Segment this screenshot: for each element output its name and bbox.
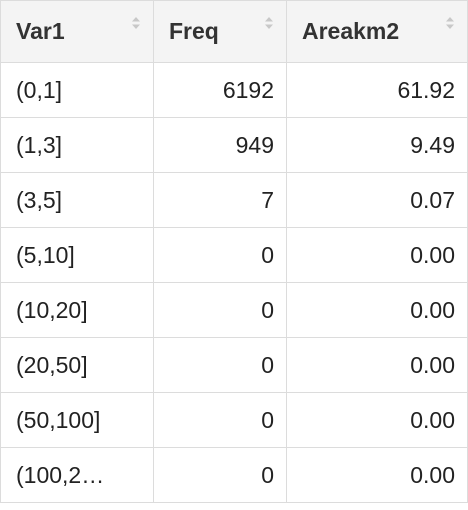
column-header-label: Var1 bbox=[16, 18, 65, 44]
table-row: (1,3] 949 9.49 bbox=[0, 117, 468, 173]
cell-freq: 0 bbox=[153, 227, 287, 283]
cell-areakm2: 0.00 bbox=[286, 282, 468, 338]
cell-areakm2: 0.00 bbox=[286, 337, 468, 393]
column-header-var1[interactable]: Var1 bbox=[0, 0, 154, 63]
table-row: (100,2… 0 0.00 bbox=[0, 447, 468, 503]
table-row: (50,100] 0 0.00 bbox=[0, 392, 468, 448]
table-row: (10,20] 0 0.00 bbox=[0, 282, 468, 338]
cell-areakm2: 0.07 bbox=[286, 172, 468, 228]
cell-freq: 0 bbox=[153, 337, 287, 393]
cell-areakm2: 9.49 bbox=[286, 117, 468, 173]
cell-var1: (10,20] bbox=[0, 282, 154, 338]
column-header-label: Areakm2 bbox=[302, 18, 400, 44]
table-row: (20,50] 0 0.00 bbox=[0, 337, 468, 393]
cell-freq: 0 bbox=[153, 447, 287, 503]
sort-arrows-icon bbox=[132, 17, 140, 29]
cell-var1: (3,5] bbox=[0, 172, 154, 228]
cell-freq: 0 bbox=[153, 282, 287, 338]
cell-var1: (0,1] bbox=[0, 62, 154, 118]
cell-var1: (1,3] bbox=[0, 117, 154, 173]
cell-var1: (100,2… bbox=[0, 447, 154, 503]
cell-areakm2: 0.00 bbox=[286, 392, 468, 448]
table-row: (5,10] 0 0.00 bbox=[0, 227, 468, 283]
column-header-freq[interactable]: Freq bbox=[153, 0, 287, 63]
cell-freq: 949 bbox=[153, 117, 287, 173]
table-row: (0,1] 6192 61.92 bbox=[0, 62, 468, 118]
cell-areakm2: 0.00 bbox=[286, 227, 468, 283]
cell-var1: (50,100] bbox=[0, 392, 154, 448]
cell-freq: 6192 bbox=[153, 62, 287, 118]
table-row: (3,5] 7 0.07 bbox=[0, 172, 468, 228]
cell-var1: (20,50] bbox=[0, 337, 154, 393]
cell-freq: 7 bbox=[153, 172, 287, 228]
cell-var1: (5,10] bbox=[0, 227, 154, 283]
cell-freq: 0 bbox=[153, 392, 287, 448]
table-header-row: Var1 Freq Areakm2 bbox=[0, 0, 468, 63]
column-header-areakm2[interactable]: Areakm2 bbox=[286, 0, 468, 63]
column-header-label: Freq bbox=[169, 18, 219, 44]
sort-arrows-icon bbox=[265, 17, 273, 29]
sort-arrows-icon bbox=[446, 17, 454, 29]
cell-areakm2: 61.92 bbox=[286, 62, 468, 118]
cell-areakm2: 0.00 bbox=[286, 447, 468, 503]
